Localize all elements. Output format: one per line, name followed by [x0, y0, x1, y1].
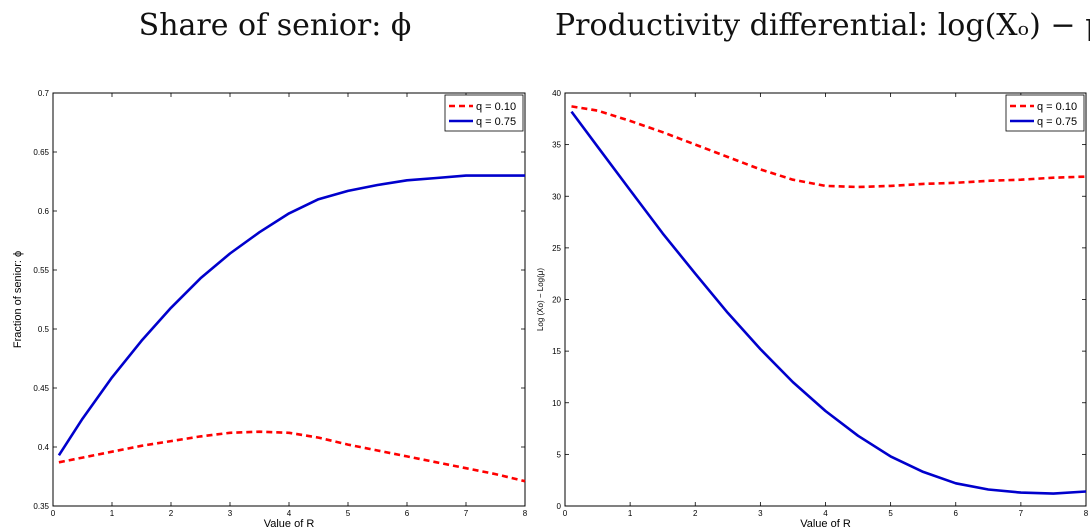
right-plot-frame [564, 92, 1087, 507]
left-x-tick-label: 8 [523, 509, 528, 518]
right-series-line-q010 [571, 105, 1087, 189]
right-y-tick-label: 5 [557, 450, 562, 459]
left-y-tick-label: 0.4 [38, 443, 50, 452]
left-x-tick-label: 1 [110, 509, 115, 518]
left-x-axis-label: Value of R [264, 518, 315, 530]
right-x-tick-label: 7 [1019, 509, 1024, 518]
left-y-tick-label: 0.65 [33, 148, 49, 157]
right-y-tick-label: 20 [552, 296, 561, 305]
right-y-tick-label: 40 [552, 89, 561, 98]
left-x-tick-label: 7 [464, 509, 469, 518]
right-y-tick-label: 0 [557, 502, 562, 511]
right-legend-label-q010: q = 0.10 [1037, 101, 1077, 113]
right-chart-title: Productivity differential: log(Xₒ) − μ [555, 8, 1090, 43]
left-chart-title: Share of senior: ϕ [138, 8, 412, 43]
left-legend-label-q075: q = 0.75 [476, 116, 516, 128]
right-legend-label-q075: q = 0.75 [1037, 116, 1077, 128]
right-x-tick-label: 6 [954, 509, 959, 518]
left-x-tick-label: 0 [51, 509, 56, 518]
right-series-line-q075 [570, 110, 1087, 495]
right-x-tick-label: 5 [888, 509, 893, 518]
left-x-tick-label: 2 [169, 509, 174, 518]
left-y-axis-label: Fraction of senior: ϕ [12, 251, 24, 348]
right-y-tick-label: 30 [552, 192, 561, 201]
right-x-axis-label: Value of R [800, 518, 851, 530]
left-x-tick-label: 5 [346, 509, 351, 518]
left-series-line-q010 [58, 430, 526, 483]
left-y-tick-label: 0.45 [33, 384, 49, 393]
left-y-tick-label: 0.5 [38, 325, 50, 334]
left-y-tick-label: 0.35 [33, 502, 49, 511]
right-x-tick-label: 0 [563, 509, 568, 518]
left-x-tick-label: 4 [287, 509, 292, 518]
right-y-tick-label: 25 [552, 244, 561, 253]
left-y-tick-label: 0.7 [38, 89, 50, 98]
right-x-tick-label: 8 [1084, 509, 1089, 518]
left-legend-label-q010: q = 0.10 [476, 101, 516, 113]
right-x-tick-label: 3 [758, 509, 763, 518]
left-y-tick-label: 0.6 [38, 207, 50, 216]
right-x-tick-label: 4 [823, 509, 828, 518]
right-y-tick-label: 15 [552, 347, 561, 356]
left-plot-frame [52, 92, 526, 507]
left-x-tick-label: 3 [228, 509, 233, 518]
right-x-tick-label: 2 [693, 509, 698, 518]
right-y-tick-label: 35 [552, 141, 561, 150]
left-y-tick-label: 0.55 [33, 266, 49, 275]
right-y-axis-label: Log (Xo) − Log(μ) [536, 268, 545, 331]
right-legend-box [1005, 94, 1085, 132]
right-x-tick-label: 1 [628, 509, 633, 518]
left-legend-box [444, 94, 524, 132]
left-series-line-q075 [57, 174, 525, 457]
left-x-tick-label: 6 [405, 509, 410, 518]
right-y-tick-label: 10 [552, 399, 561, 408]
